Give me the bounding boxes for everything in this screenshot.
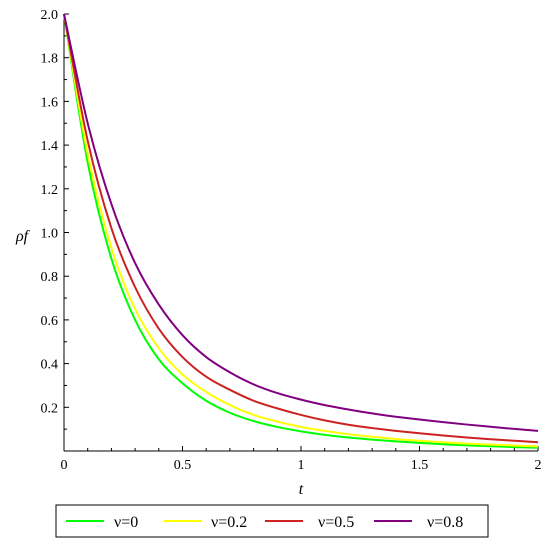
x-tick-label: 2 (535, 458, 542, 473)
y-tick-label: 1.4 (41, 139, 59, 154)
y-tick-label: 1.0 (41, 227, 59, 242)
y-tick-label: 1.6 (41, 95, 59, 110)
y-tick-label: 1.2 (41, 183, 59, 198)
legend-label-1: ν=0.2 (211, 514, 247, 531)
y-tick-label: 1.8 (41, 52, 59, 67)
series-line-1 (63, 13, 539, 448)
legend: ν=0 ν=0.2 ν=0.5 ν=0.8 (55, 504, 489, 538)
legend-label-0: ν=0 (114, 514, 138, 531)
y-tick-label: 0.6 (41, 314, 59, 329)
y-axis-label: ρf (15, 228, 31, 245)
x-tick-label: 0.5 (174, 458, 192, 473)
x-tick-label: 1.5 (411, 458, 429, 473)
series-line-3 (63, 13, 539, 432)
axes (63, 14, 538, 452)
y-tick-label: 0.4 (41, 358, 59, 373)
x-tick-label: 1 (298, 458, 305, 473)
y-tick-label: 2.0 (41, 8, 59, 23)
legend-label-2: ν=0.5 (318, 514, 354, 531)
series-line-0 (63, 13, 539, 449)
series-lines (63, 13, 539, 449)
x-axis-label: t (299, 481, 304, 498)
series-line-2 (63, 13, 539, 444)
y-tick-label: 0.8 (41, 270, 59, 285)
x-ticks: 0 0.5 1 1.5 2 (61, 446, 542, 473)
y-tick-label: 0.2 (41, 401, 59, 416)
legend-label-3: ν=0.8 (427, 514, 463, 531)
x-tick-label: 0 (61, 458, 68, 473)
y-ticks: 0.2 0.4 0.6 0.8 1.0 1.2 1.4 1.6 1.8 2.0 (41, 8, 69, 430)
